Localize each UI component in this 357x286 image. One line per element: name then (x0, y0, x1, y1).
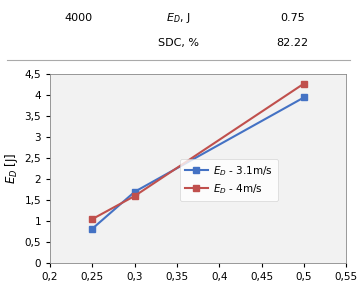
Text: 4000: 4000 (65, 13, 92, 23)
$E_D$ - 3.1m/s (132, 190, 137, 194)
Line: $E_D$ - 4m/s: $E_D$ - 4m/s (90, 81, 307, 222)
$E_D$ - 4m/s (132, 194, 137, 198)
$E_D$ - 4m/s (90, 217, 95, 221)
Text: SDC, %: SDC, % (158, 38, 199, 48)
Line: $E_D$ - 3.1m/s: $E_D$ - 3.1m/s (90, 95, 307, 231)
$E_D$ - 4m/s (302, 82, 306, 85)
Text: $E_D$, J: $E_D$, J (166, 11, 191, 25)
Text: 0.75: 0.75 (280, 13, 305, 23)
$E_D$ - 3.1m/s (302, 96, 306, 99)
Text: 82.22: 82.22 (277, 38, 309, 48)
Y-axis label: $E_D$ [J]: $E_D$ [J] (3, 153, 20, 184)
$E_D$ - 3.1m/s (90, 227, 95, 231)
Legend: $E_D$ - 3.1m/s, $E_D$ - 4m/s: $E_D$ - 3.1m/s, $E_D$ - 4m/s (180, 159, 278, 201)
